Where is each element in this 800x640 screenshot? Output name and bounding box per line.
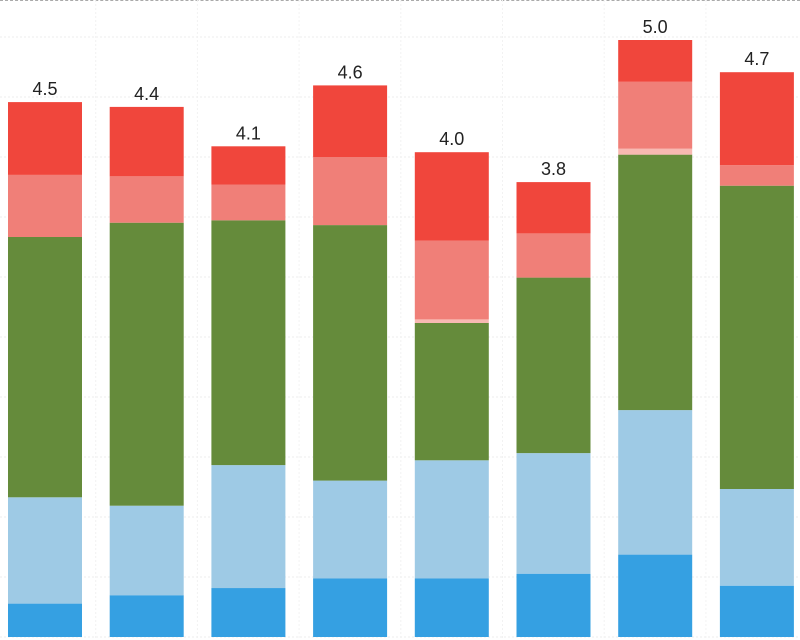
bars xyxy=(8,40,794,637)
total-label: 3.8 xyxy=(541,159,566,179)
bar-segment-segment-6-3 xyxy=(211,146,286,185)
bar-segment-segment-1-3 xyxy=(211,588,286,637)
bar-segment-segment-1-2 xyxy=(109,595,184,637)
bar-segment-segment-2-8 xyxy=(719,488,794,586)
bar-segment-segment-6-2 xyxy=(109,106,184,177)
bar-segment-segment-5-8 xyxy=(719,165,794,186)
bar-segment-segment-3-1 xyxy=(8,237,82,498)
total-label: 4.4 xyxy=(134,84,159,104)
bar-segment-segment-5-3 xyxy=(211,184,286,221)
bar-segment-segment-2-4 xyxy=(313,480,388,579)
bar-segment-segment-6-5 xyxy=(414,152,489,241)
bar-segment-segment-2-6 xyxy=(516,453,591,574)
bar-segment-segment-2-5 xyxy=(414,460,489,579)
bar-segment-segment-2-2 xyxy=(109,505,184,596)
bar-segment-segment-3-6 xyxy=(516,277,591,454)
bar-segment-segment-4-7 xyxy=(618,148,693,155)
bar-segment-segment-3-2 xyxy=(109,222,184,506)
bar-segment-segment-1-5 xyxy=(414,578,489,637)
bar-segment-segment-6-8 xyxy=(719,72,794,166)
bar-segment-segment-1-6 xyxy=(516,573,591,637)
total-labels: 4.5 4.4 4.1 4.6 4.0 3.8 5.0 4.7 xyxy=(32,17,769,179)
total-label: 4.7 xyxy=(744,49,769,69)
bar-segment-segment-1-7 xyxy=(618,554,693,637)
bar-segment-segment-5-4 xyxy=(313,157,388,226)
total-label: 5.0 xyxy=(643,17,668,37)
bar-segment-segment-3-5 xyxy=(414,323,489,461)
bar-segment-segment-6-7 xyxy=(618,40,693,82)
total-label: 4.5 xyxy=(32,79,57,99)
bar-segment-segment-3-4 xyxy=(313,225,388,481)
bar-segment-segment-5-2 xyxy=(109,176,184,223)
total-label: 4.6 xyxy=(338,62,363,82)
bar-segment-segment-5-6 xyxy=(516,233,591,278)
bar-segment-segment-3-7 xyxy=(618,154,693,411)
bar-segment-segment-1-4 xyxy=(313,578,388,637)
top-border xyxy=(0,0,800,1)
bar-segment-segment-1-1 xyxy=(8,603,82,637)
bar-segment-segment-4-5 xyxy=(414,319,489,323)
bar-segment-segment-2-1 xyxy=(8,497,82,604)
bar-segment-segment-3-3 xyxy=(211,220,286,466)
bar-segment-segment-5-1 xyxy=(8,174,82,237)
bar-segment-segment-6-4 xyxy=(313,85,388,157)
bar-segment-segment-1-8 xyxy=(719,585,794,637)
bar-segment-segment-5-7 xyxy=(618,81,693,149)
bar-segment-segment-3-8 xyxy=(719,185,794,489)
bar-segment-segment-6-6 xyxy=(516,182,591,234)
bar-segment-segment-6-1 xyxy=(8,102,82,175)
bar-segment-segment-2-3 xyxy=(211,465,286,589)
bar-segment-segment-2-7 xyxy=(618,410,693,555)
total-label: 4.0 xyxy=(439,129,464,149)
total-label: 4.1 xyxy=(236,123,261,143)
bar-segment-segment-5-5 xyxy=(414,240,489,320)
